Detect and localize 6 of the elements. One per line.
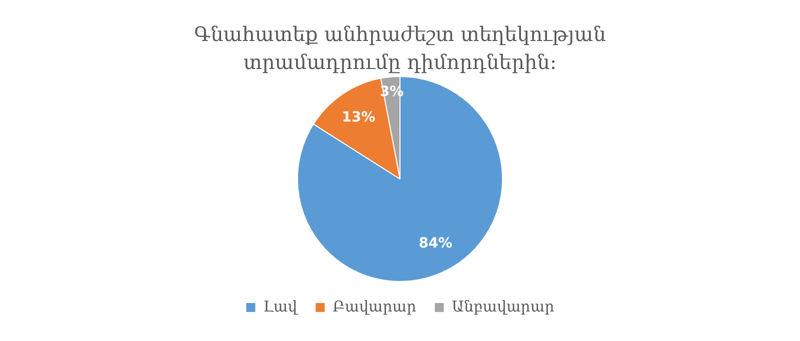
data-label: 84% xyxy=(418,235,452,252)
legend-label: Լավ xyxy=(263,297,299,316)
legend-label: Բավարար xyxy=(332,297,417,316)
data-label: 13% xyxy=(342,110,376,126)
legend-label: Անբավարար xyxy=(452,297,555,316)
chart-title: Գնահատեք անհրաժեշտ տեղեկության տրամադրումը դիմորդներին: xyxy=(193,21,607,76)
